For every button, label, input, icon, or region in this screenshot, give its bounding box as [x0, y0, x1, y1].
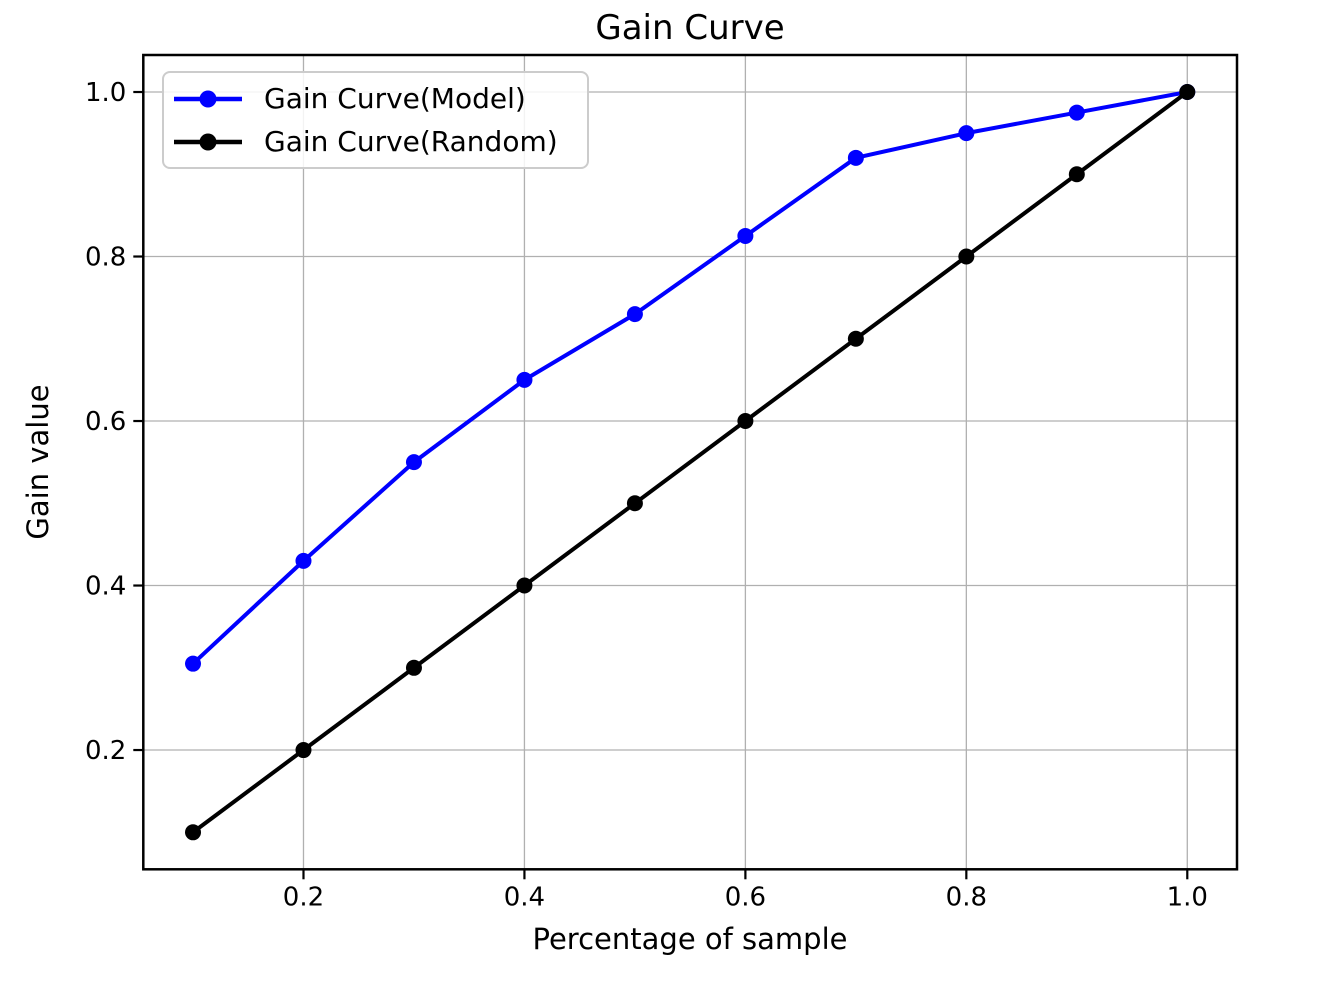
- x-tick-label: 0.4: [504, 883, 545, 913]
- legend-item-random: Gain Curve(Random): [172, 120, 575, 163]
- series-model: [185, 84, 1196, 672]
- chart-title: Gain Curve: [595, 8, 785, 48]
- axes-box: [142, 53, 1239, 871]
- legend-item-model: Gain Curve(Model): [172, 77, 575, 120]
- y-tick-label: 0.2: [85, 736, 126, 766]
- x-tick-label: 0.6: [725, 883, 766, 913]
- legend: Gain Curve(Model) Gain Curve(Random): [162, 71, 589, 169]
- series-random: [185, 84, 1196, 841]
- gridlines: [143, 55, 1237, 870]
- y-tick-label: 0.4: [85, 572, 126, 602]
- x-tick-label: 0.2: [283, 883, 324, 913]
- y-axis-label: Gain value: [21, 384, 55, 540]
- legend-label-model: Gain Curve(Model): [264, 82, 526, 115]
- random-line-swatch-icon: [174, 133, 242, 150]
- y-tick-label: 0.8: [85, 243, 126, 273]
- legend-label-random: Gain Curve(Random): [264, 125, 558, 158]
- x-tick-label: 1.0: [1167, 883, 1208, 913]
- y-tick-label: 0.6: [85, 407, 126, 437]
- x-tick-label: 0.8: [946, 883, 987, 913]
- tick-marks: 0.2 0.4 0.6 0.8 1.0 0.2 0.4 0.6 0.8 1.0: [85, 78, 1208, 913]
- x-axis-label: Percentage of sample: [532, 922, 848, 956]
- y-tick-label: 1.0: [85, 78, 126, 108]
- model-line-swatch-icon: [174, 90, 242, 107]
